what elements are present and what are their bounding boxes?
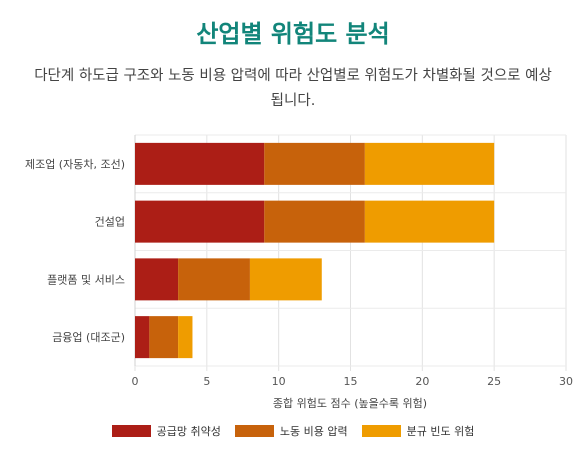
legend-item: 분규 빈도 위험: [361, 423, 475, 439]
legend-label: 공급망 취약성: [156, 425, 221, 438]
legend-swatch: [361, 425, 401, 437]
bar-segment: [135, 142, 265, 185]
x-tick-label: 20: [415, 375, 429, 388]
legend: 공급망 취약성 노동 비용 압력 분규 빈도 위험: [0, 423, 586, 439]
bar-segment: [264, 142, 365, 185]
x-axis-title: 종합 위험도 점수 (높을수록 위험): [273, 397, 427, 410]
x-tick-label: 10: [272, 375, 286, 388]
bar-segment: [178, 316, 193, 359]
x-tick-label: 30: [559, 375, 573, 388]
bar-segment: [135, 316, 150, 359]
bar-segment: [364, 142, 495, 185]
y-tick-label: 금융업 (대조군): [52, 331, 125, 344]
page-title: 산업별 위험도 분석: [196, 20, 390, 48]
x-tick-label: 15: [344, 375, 358, 388]
legend-swatch: [111, 425, 151, 437]
legend-item: 노동 비용 압력: [234, 423, 348, 439]
bar-segment: [249, 258, 322, 301]
legend-item: 공급망 취약성: [111, 423, 221, 439]
y-tick-label: 플랫폼 및 서비스: [47, 273, 125, 286]
page-subtitle: 다단계 하도급 구조와 노동 비용 압력에 따라 산업별로 위험도가 차별화될 …: [34, 68, 552, 109]
legend-label: 노동 비용 압력: [279, 425, 348, 438]
x-tick-label: 5: [203, 375, 210, 388]
y-tick-label: 건설업: [95, 216, 125, 229]
bar-segment: [264, 200, 365, 243]
grid-layer: [134, 134, 567, 371]
legend-label: 분규 빈도 위험: [406, 425, 475, 438]
bar-segment: [364, 200, 495, 243]
x-tick-label: 0: [132, 375, 139, 388]
bar-segment: [135, 258, 179, 301]
legend-swatch: [234, 425, 274, 437]
bar-layer: [135, 142, 495, 359]
y-tick-label: 제조업 (자동차, 조선): [25, 158, 125, 171]
bar-segment: [149, 316, 179, 359]
bar-segment: [178, 258, 250, 301]
bar-segment: [135, 200, 265, 243]
x-tick-label: 25: [487, 375, 501, 388]
